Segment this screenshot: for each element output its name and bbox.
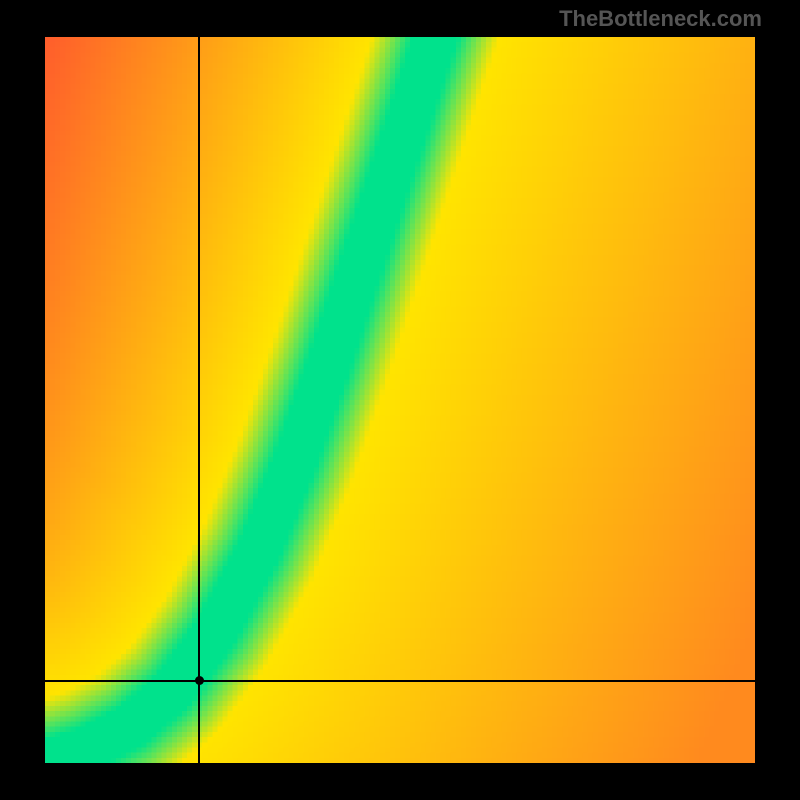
attribution-text: TheBottleneck.com xyxy=(559,6,762,32)
chart-frame: TheBottleneck.com xyxy=(0,0,800,800)
heatmap-plot xyxy=(45,37,755,763)
crosshair-dot xyxy=(195,676,204,685)
crosshair-vertical xyxy=(198,37,199,763)
crosshair-horizontal xyxy=(45,680,755,681)
heatmap-canvas xyxy=(45,37,755,763)
